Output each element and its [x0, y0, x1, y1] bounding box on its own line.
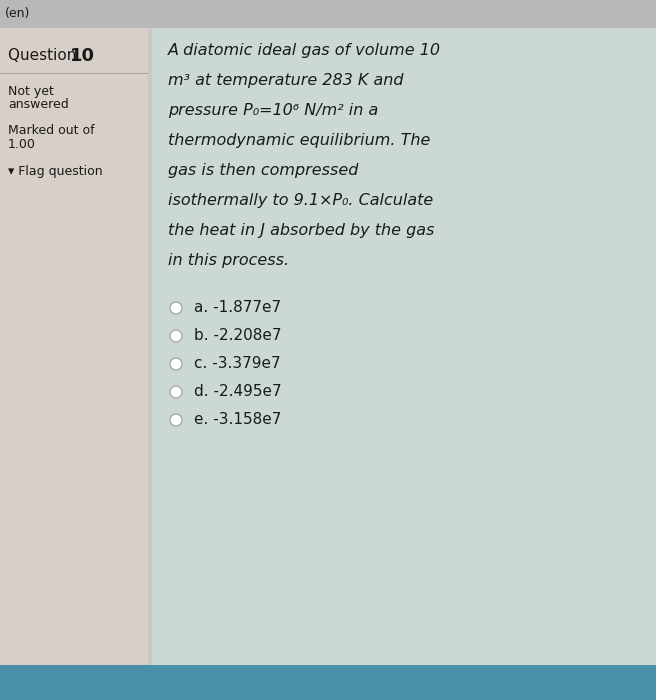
Circle shape: [170, 358, 182, 370]
Text: a. -1.877e7: a. -1.877e7: [194, 300, 281, 316]
Text: 1.00: 1.00: [8, 139, 36, 151]
Text: e. -3.158e7: e. -3.158e7: [194, 412, 281, 428]
FancyBboxPatch shape: [0, 28, 148, 665]
Text: b. -2.208e7: b. -2.208e7: [194, 328, 281, 344]
Text: Marked out of: Marked out of: [8, 125, 94, 137]
Text: c. -3.379e7: c. -3.379e7: [194, 356, 281, 372]
Text: A diatomic ideal gas of volume 10: A diatomic ideal gas of volume 10: [168, 43, 441, 57]
Text: Not yet: Not yet: [8, 85, 54, 97]
FancyBboxPatch shape: [152, 28, 656, 665]
Text: the heat in J absorbed by the gas: the heat in J absorbed by the gas: [168, 223, 434, 237]
Text: m³ at temperature 283 K and: m³ at temperature 283 K and: [168, 73, 403, 88]
Text: ▾ Flag question: ▾ Flag question: [8, 164, 102, 178]
Text: (en): (en): [5, 8, 30, 20]
Text: thermodynamic equilibrium. The: thermodynamic equilibrium. The: [168, 132, 430, 148]
Circle shape: [170, 302, 182, 314]
Text: d. -2.495e7: d. -2.495e7: [194, 384, 281, 400]
FancyBboxPatch shape: [0, 0, 656, 28]
Text: gas is then compressed: gas is then compressed: [168, 162, 358, 178]
Circle shape: [170, 330, 182, 342]
Text: 10: 10: [70, 47, 95, 65]
Text: isothermally to 9.1×P₀. Calculate: isothermally to 9.1×P₀. Calculate: [168, 193, 433, 207]
Circle shape: [170, 414, 182, 426]
Text: in this process.: in this process.: [168, 253, 289, 267]
Circle shape: [170, 386, 182, 398]
FancyBboxPatch shape: [0, 665, 656, 700]
Text: Question: Question: [8, 48, 81, 64]
Text: answered: answered: [8, 99, 69, 111]
Text: pressure P₀=10⁶ N/m² in a: pressure P₀=10⁶ N/m² in a: [168, 102, 379, 118]
